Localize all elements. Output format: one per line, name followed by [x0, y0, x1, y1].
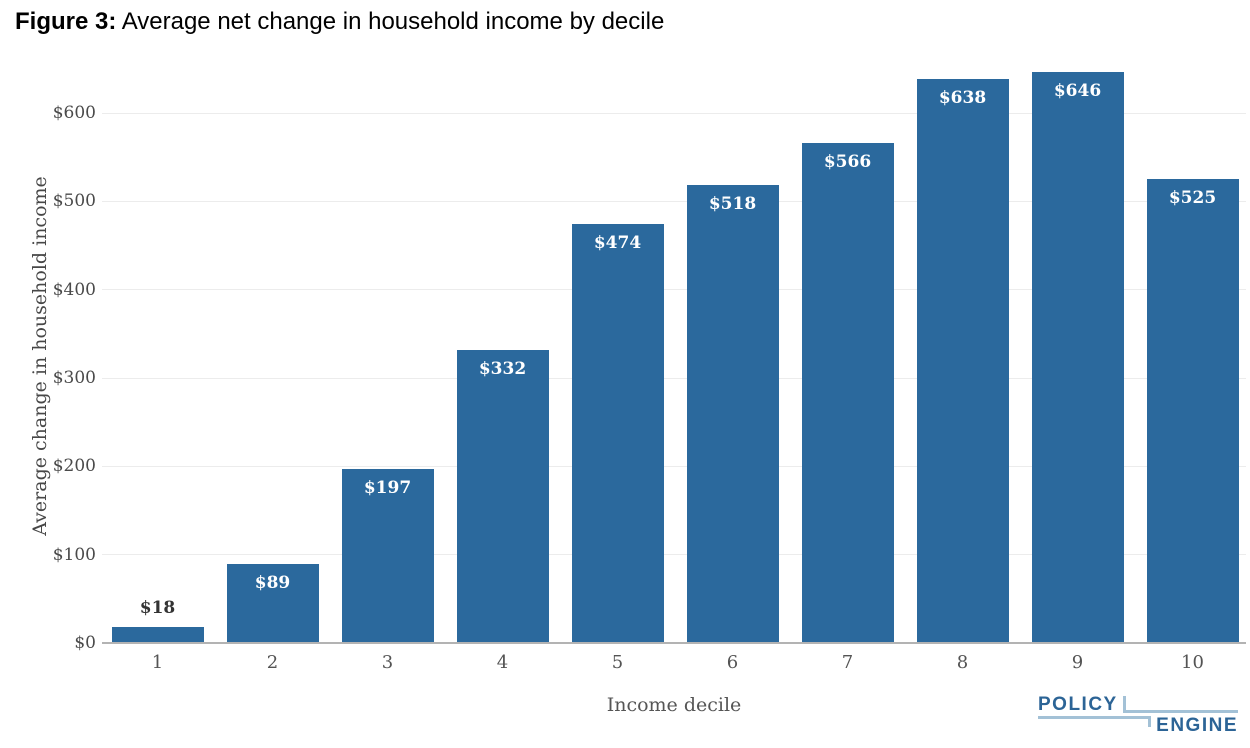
y-tick-label: $0: [74, 633, 96, 653]
x-tick-label-1: 1: [151, 652, 164, 673]
gridline-$500: [102, 200, 1246, 202]
policyengine-logo: POLICY ENGINE: [1038, 694, 1238, 736]
y-tick-label: $600: [52, 103, 96, 123]
x-tick-label-3: 3: [381, 652, 394, 673]
y-tick-label: $500: [52, 191, 96, 212]
bar-value-label-decile-10: $525: [1168, 188, 1217, 209]
x-tick-label-7: 7: [841, 652, 854, 673]
bar-decile-5[interactable]: [571, 224, 664, 643]
bar-decile-8[interactable]: [916, 79, 1009, 643]
bar-decile-10[interactable]: [1146, 179, 1239, 643]
x-tick-label-10: 10: [1181, 652, 1204, 673]
logo-bottom-row: ENGINE: [1038, 715, 1238, 736]
bar-decile-9[interactable]: [1031, 72, 1124, 643]
bar-value-label-decile-9: $646: [1053, 81, 1102, 102]
bar-value-label-decile-3: $197: [363, 477, 412, 498]
y-axis-title: Average change in household income: [29, 176, 51, 536]
x-tick-label-2: 2: [266, 652, 279, 673]
logo-top-row: POLICY: [1038, 694, 1238, 715]
x-axis-title: Income decile: [606, 694, 742, 716]
figure-title-text: Average net change in household income b…: [116, 8, 665, 35]
bar-decile-7[interactable]: [801, 143, 894, 643]
bar-value-label-decile-1: $18: [139, 598, 176, 619]
y-tick-label: $300: [52, 368, 96, 388]
logo-bracket-bottom-icon: [1038, 716, 1152, 727]
gridline-$200: [102, 465, 1246, 467]
x-tick-label-6: 6: [726, 652, 739, 673]
bar-value-label-decile-2: $89: [254, 573, 291, 594]
bar-decile-6[interactable]: [686, 185, 779, 643]
gridline-$100: [102, 554, 1246, 556]
x-axis-line: [102, 642, 1246, 644]
figure-number-label: Figure 3:: [15, 8, 117, 35]
gridline-$600: [102, 112, 1246, 114]
bar-value-label-decile-7: $566: [823, 152, 872, 173]
y-tick-label: $400: [52, 279, 96, 300]
bar-decile-3[interactable]: [341, 468, 434, 643]
bar-decile-4[interactable]: [456, 349, 549, 643]
gridline-$400: [102, 289, 1246, 291]
logo-policy-text: POLICY: [1038, 694, 1118, 715]
bar-decile-1[interactable]: [111, 627, 204, 643]
bar-decile-2[interactable]: [226, 564, 319, 643]
bar-value-label-decile-5: $474: [593, 233, 642, 254]
gridline-$300: [102, 377, 1246, 379]
bar-value-label-decile-4: $332: [478, 358, 527, 379]
y-tick-label: $200: [52, 456, 96, 477]
x-tick-label-4: 4: [496, 652, 509, 673]
y-tick-label: $100: [52, 544, 96, 565]
logo-engine-text: ENGINE: [1156, 715, 1238, 736]
x-tick-label-9: 9: [1071, 652, 1084, 673]
x-tick-label-8: 8: [956, 652, 969, 673]
logo-bracket-top-icon: [1122, 696, 1238, 713]
figure-title: Figure 3: Average net change in househol…: [15, 8, 664, 36]
bar-value-label-decile-8: $638: [938, 88, 987, 109]
x-tick-label-5: 5: [611, 652, 624, 673]
bar-value-label-decile-6: $518: [708, 194, 757, 215]
